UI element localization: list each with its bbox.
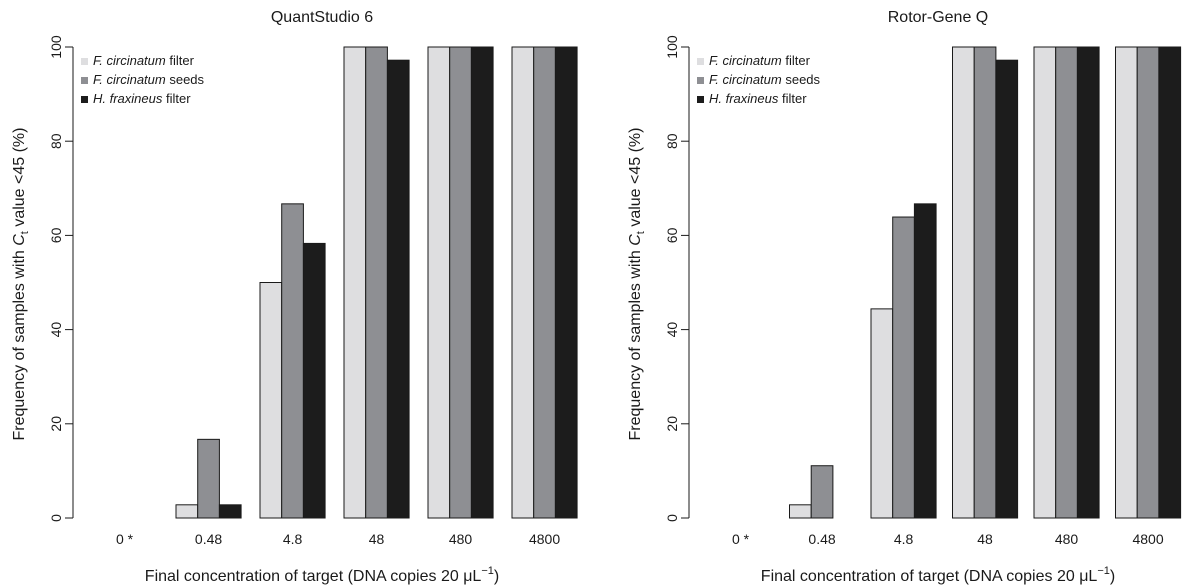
bar-480-series-2 (1055, 46, 1078, 519)
bar-4800-series-3 (1158, 46, 1182, 519)
chart-title: QuantStudio 6 (271, 9, 373, 26)
bar-4800-series-3 (554, 46, 578, 519)
legend-entry-2: F. circinatum seeds (93, 72, 205, 87)
bar-4.8-series-2 (281, 203, 304, 519)
legend-entry-3: H. fraxineus filter (93, 91, 191, 106)
x-tick-label: 4.8 (894, 531, 914, 547)
bar-4800-series-2 (533, 46, 556, 519)
x-tick-label: 480 (1055, 531, 1079, 547)
bar-0.48-series-2 (197, 438, 220, 519)
y-tick-label: 60 (664, 227, 680, 243)
x-tick-label: 0 * (732, 531, 750, 547)
x-axis-label: Final concentration of target (DNA copie… (145, 565, 499, 585)
legend-entry-1: F. circinatum filter (93, 53, 195, 68)
bar-0.48-series-3 (218, 504, 242, 519)
bar-48-series-3 (995, 59, 1019, 519)
x-axis-label: Final concentration of target (DNA copie… (761, 565, 1115, 585)
chart-panel-2: Rotor-Gene Q 0 20 40 60 80 100 Frequency of sam… (627, 9, 1182, 585)
y-tick-label: 80 (48, 133, 64, 149)
legend-swatch-1 (81, 58, 88, 65)
y-tick-label: 80 (664, 133, 680, 149)
x-tick-label: 48 (977, 531, 993, 547)
bar-48-series-2 (365, 46, 388, 519)
legend-entry-2: F. circinatum seeds (709, 72, 821, 87)
y-tick-label: 20 (664, 416, 680, 432)
legend-swatch-2 (81, 77, 88, 84)
bar-48-series-3 (386, 59, 410, 519)
x-tick-label: 0.48 (808, 531, 835, 547)
legend-swatch-3 (697, 96, 704, 103)
bar-480-series-1 (1033, 46, 1057, 519)
y-tick-label: 100 (664, 35, 680, 59)
bar-4.8-series-2 (892, 216, 915, 519)
bar-4.8-series-1 (259, 282, 283, 519)
bar-48-series-2 (973, 46, 997, 519)
x-tick-label: 0 * (116, 531, 134, 547)
bar-4.8-series-3 (302, 242, 326, 519)
bar-480-series-3 (1076, 46, 1100, 519)
legend-swatch-1 (697, 58, 704, 65)
bar-48-series-1 (952, 46, 975, 519)
x-tick-label: 4800 (529, 531, 560, 547)
bar-480-series-1 (427, 46, 451, 519)
bar-4.8-series-1 (870, 308, 894, 519)
chart-panel-1: QuantStudio 6 0 20 40 60 80 100 Frequency of sa… (11, 9, 578, 585)
y-tick-label: 40 (48, 322, 64, 338)
bar-48-series-1 (343, 46, 367, 519)
x-tick-label: 0.48 (195, 531, 222, 547)
y-tick-label: 40 (664, 322, 680, 338)
chart-title: Rotor-Gene Q (888, 9, 988, 26)
bar-480-series-2 (449, 46, 472, 519)
legend: F. circinatum filter F. circinatum seeds H… (81, 53, 205, 106)
bar-4800-series-2 (1136, 46, 1160, 519)
bar-0.48-series-1 (175, 504, 199, 519)
x-tick-label: 4.8 (283, 531, 303, 547)
legend-swatch-2 (697, 77, 704, 84)
y-tick-label: 100 (48, 35, 64, 59)
bar-4.8-series-3 (913, 203, 937, 519)
bar-480-series-3 (470, 46, 494, 519)
x-tick-label: 48 (369, 531, 385, 547)
x-tick-label: 480 (449, 531, 473, 547)
y-tick-label: 60 (48, 227, 64, 243)
x-tick-label: 4800 (1132, 531, 1163, 547)
y-tick-label: 0 (664, 514, 680, 522)
bar-4800-series-1 (511, 46, 535, 519)
legend: F. circinatum filter F. circinatum seeds H… (697, 53, 821, 106)
bar-4800-series-1 (1115, 46, 1138, 519)
bar-0.48-series-2 (810, 465, 834, 519)
legend-entry-3: H. fraxineus filter (709, 91, 807, 106)
y-axis-label: Frequency of samples with Ct value <45 (… (627, 128, 647, 441)
bar-0.48-series-1 (789, 504, 812, 519)
legend-entry-1: F. circinatum filter (709, 53, 811, 68)
y-tick-label: 0 (48, 514, 64, 522)
legend-swatch-3 (81, 96, 88, 103)
y-tick-label: 20 (48, 416, 64, 432)
y-axis-label: Frequency of samples with Ct value <45 (… (11, 128, 31, 441)
